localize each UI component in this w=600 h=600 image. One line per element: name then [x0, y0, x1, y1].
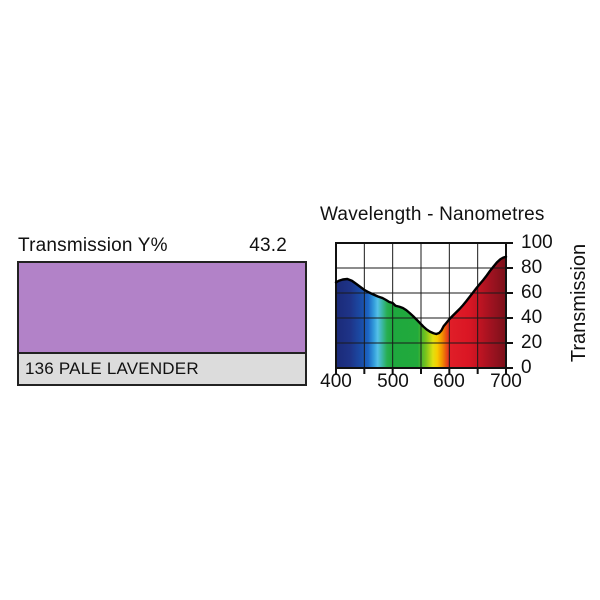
- transmission-label: Transmission Y%: [18, 235, 168, 256]
- ytick-100: 100: [521, 232, 553, 253]
- ytick-20: 20: [521, 332, 543, 353]
- transmission-value: 43.2: [249, 235, 287, 256]
- ytick-0: 0: [521, 357, 532, 378]
- transmission-curve: [334, 255, 508, 336]
- transmission-row: Transmission Y% 43.2: [18, 235, 287, 257]
- xtick-500: 500: [377, 371, 409, 392]
- xtick-600: 600: [433, 371, 465, 392]
- spectral-transmission-chart: [334, 242, 513, 374]
- chart-title: Wavelength - Nanometres: [320, 204, 545, 225]
- ytick-60: 60: [521, 282, 543, 303]
- spectrum-area-fill: [336, 256, 506, 368]
- plot-frame: [335, 242, 507, 369]
- filter-swatch: 136 PALE LAVENDER: [17, 261, 307, 386]
- ytick-80: 80: [521, 257, 543, 278]
- swatch-color-sample: [19, 263, 305, 352]
- filter-code-name: 136 PALE LAVENDER: [25, 359, 199, 378]
- y-axis-title: Transmission: [568, 243, 590, 363]
- ytick-40: 40: [521, 307, 543, 328]
- xtick-700: 700: [490, 371, 522, 392]
- xtick-400: 400: [320, 371, 352, 392]
- filter-name-strip: 136 PALE LAVENDER: [19, 352, 305, 384]
